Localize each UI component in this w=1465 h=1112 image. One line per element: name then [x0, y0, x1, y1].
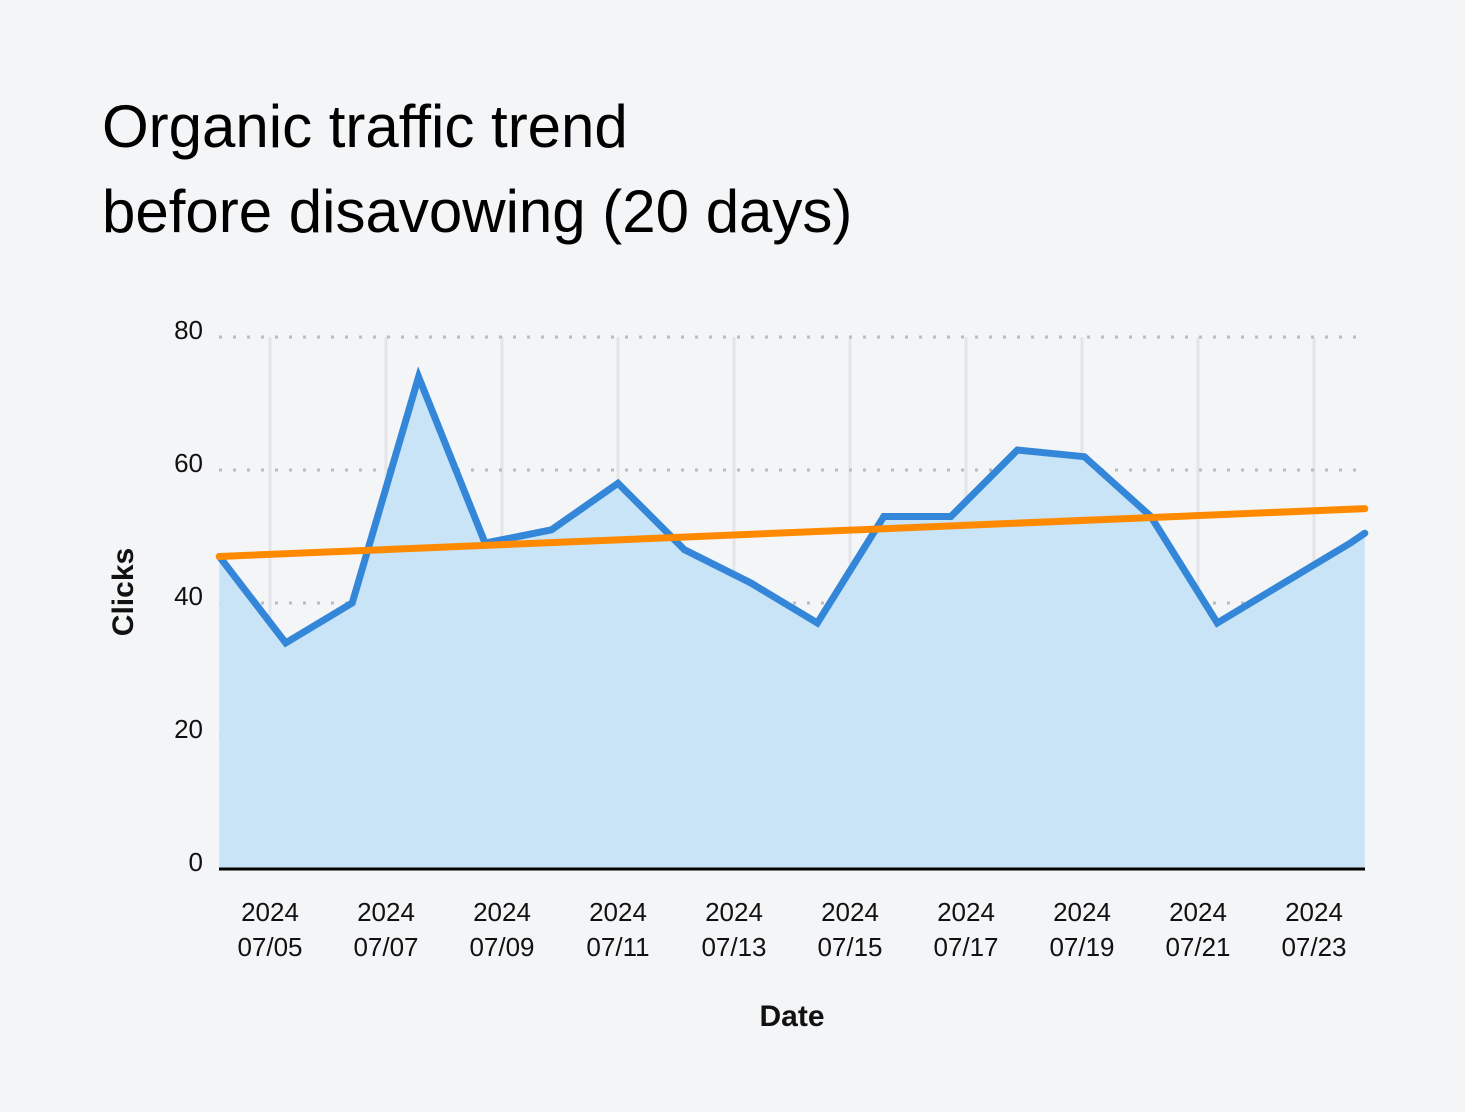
x-tick-label-year: 2024 — [241, 897, 299, 927]
x-tick-label-date: 07/17 — [933, 932, 998, 962]
x-tick-label-year: 2024 — [357, 897, 415, 927]
x-tick-label-date: 07/23 — [1281, 932, 1346, 962]
x-tick-label-year: 2024 — [589, 897, 647, 927]
y-tick-label: 20 — [174, 714, 203, 744]
y-axis-label: Clicks — [107, 548, 140, 636]
x-tick-label-year: 2024 — [937, 897, 995, 927]
y-tick-label: 80 — [174, 315, 203, 345]
chart-title-line-2: before disavowing (20 days) — [102, 178, 852, 245]
x-tick-label-date: 07/15 — [817, 932, 882, 962]
x-axis-label: Date — [759, 1000, 824, 1033]
area-fill — [219, 376, 1365, 869]
series-layer — [215, 366, 1369, 869]
x-tick-label-year: 2024 — [1169, 897, 1227, 927]
y-tick-label: 60 — [174, 448, 203, 478]
y-tick-label: 40 — [174, 581, 203, 611]
x-tick-label-date: 07/05 — [237, 932, 302, 962]
y-tick-label: 0 — [189, 847, 203, 877]
x-tick-label-year: 2024 — [821, 897, 879, 927]
x-tick-label-year: 2024 — [473, 897, 531, 927]
clicks-line — [215, 366, 1369, 648]
x-tick-label-year: 2024 — [1285, 897, 1343, 927]
trend-line — [215, 505, 1369, 560]
x-tick-label-year: 2024 — [1053, 897, 1111, 927]
x-tick-label-date: 07/11 — [586, 932, 649, 962]
x-tick-label-year: 2024 — [705, 897, 763, 927]
x-tick-label-date: 07/21 — [1165, 932, 1230, 962]
x-tick-label-date: 07/13 — [701, 932, 766, 962]
x-tick-label-date: 07/09 — [469, 932, 534, 962]
y-tick-labels: 0 20 40 60 80 — [174, 315, 203, 877]
x-tick-label-date: 07/19 — [1049, 932, 1114, 962]
chart-title-line-1: Organic traffic trend — [102, 93, 628, 160]
x-tick-label-date: 07/07 — [353, 932, 418, 962]
x-tick-labels: 2024 07/05 2024 07/07 2024 07/09 2024 07/11 2024… — [237, 897, 1346, 962]
